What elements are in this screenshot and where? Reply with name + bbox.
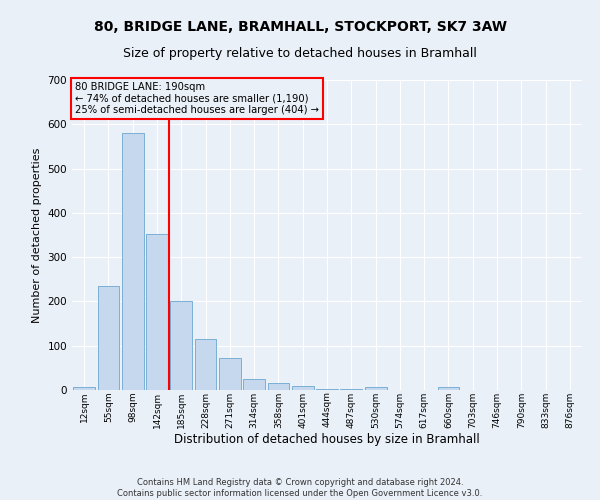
Bar bbox=[243, 379, 265, 390]
Bar bbox=[340, 389, 362, 390]
Text: 80, BRIDGE LANE, BRAMHALL, STOCKPORT, SK7 3AW: 80, BRIDGE LANE, BRAMHALL, STOCKPORT, SK… bbox=[94, 20, 506, 34]
Bar bbox=[365, 388, 386, 390]
Bar bbox=[292, 386, 314, 390]
Text: Contains HM Land Registry data © Crown copyright and database right 2024.
Contai: Contains HM Land Registry data © Crown c… bbox=[118, 478, 482, 498]
Bar bbox=[219, 358, 241, 390]
Bar bbox=[122, 133, 143, 390]
Text: 80 BRIDGE LANE: 190sqm
← 74% of detached houses are smaller (1,190)
25% of semi-: 80 BRIDGE LANE: 190sqm ← 74% of detached… bbox=[74, 82, 319, 115]
X-axis label: Distribution of detached houses by size in Bramhall: Distribution of detached houses by size … bbox=[174, 434, 480, 446]
Bar bbox=[73, 387, 95, 390]
Y-axis label: Number of detached properties: Number of detached properties bbox=[32, 148, 42, 322]
Text: Size of property relative to detached houses in Bramhall: Size of property relative to detached ho… bbox=[123, 48, 477, 60]
Bar bbox=[97, 286, 119, 390]
Bar bbox=[194, 339, 217, 390]
Bar bbox=[268, 384, 289, 390]
Bar bbox=[316, 388, 338, 390]
Bar bbox=[437, 388, 460, 390]
Bar bbox=[170, 300, 192, 390]
Bar bbox=[146, 234, 168, 390]
